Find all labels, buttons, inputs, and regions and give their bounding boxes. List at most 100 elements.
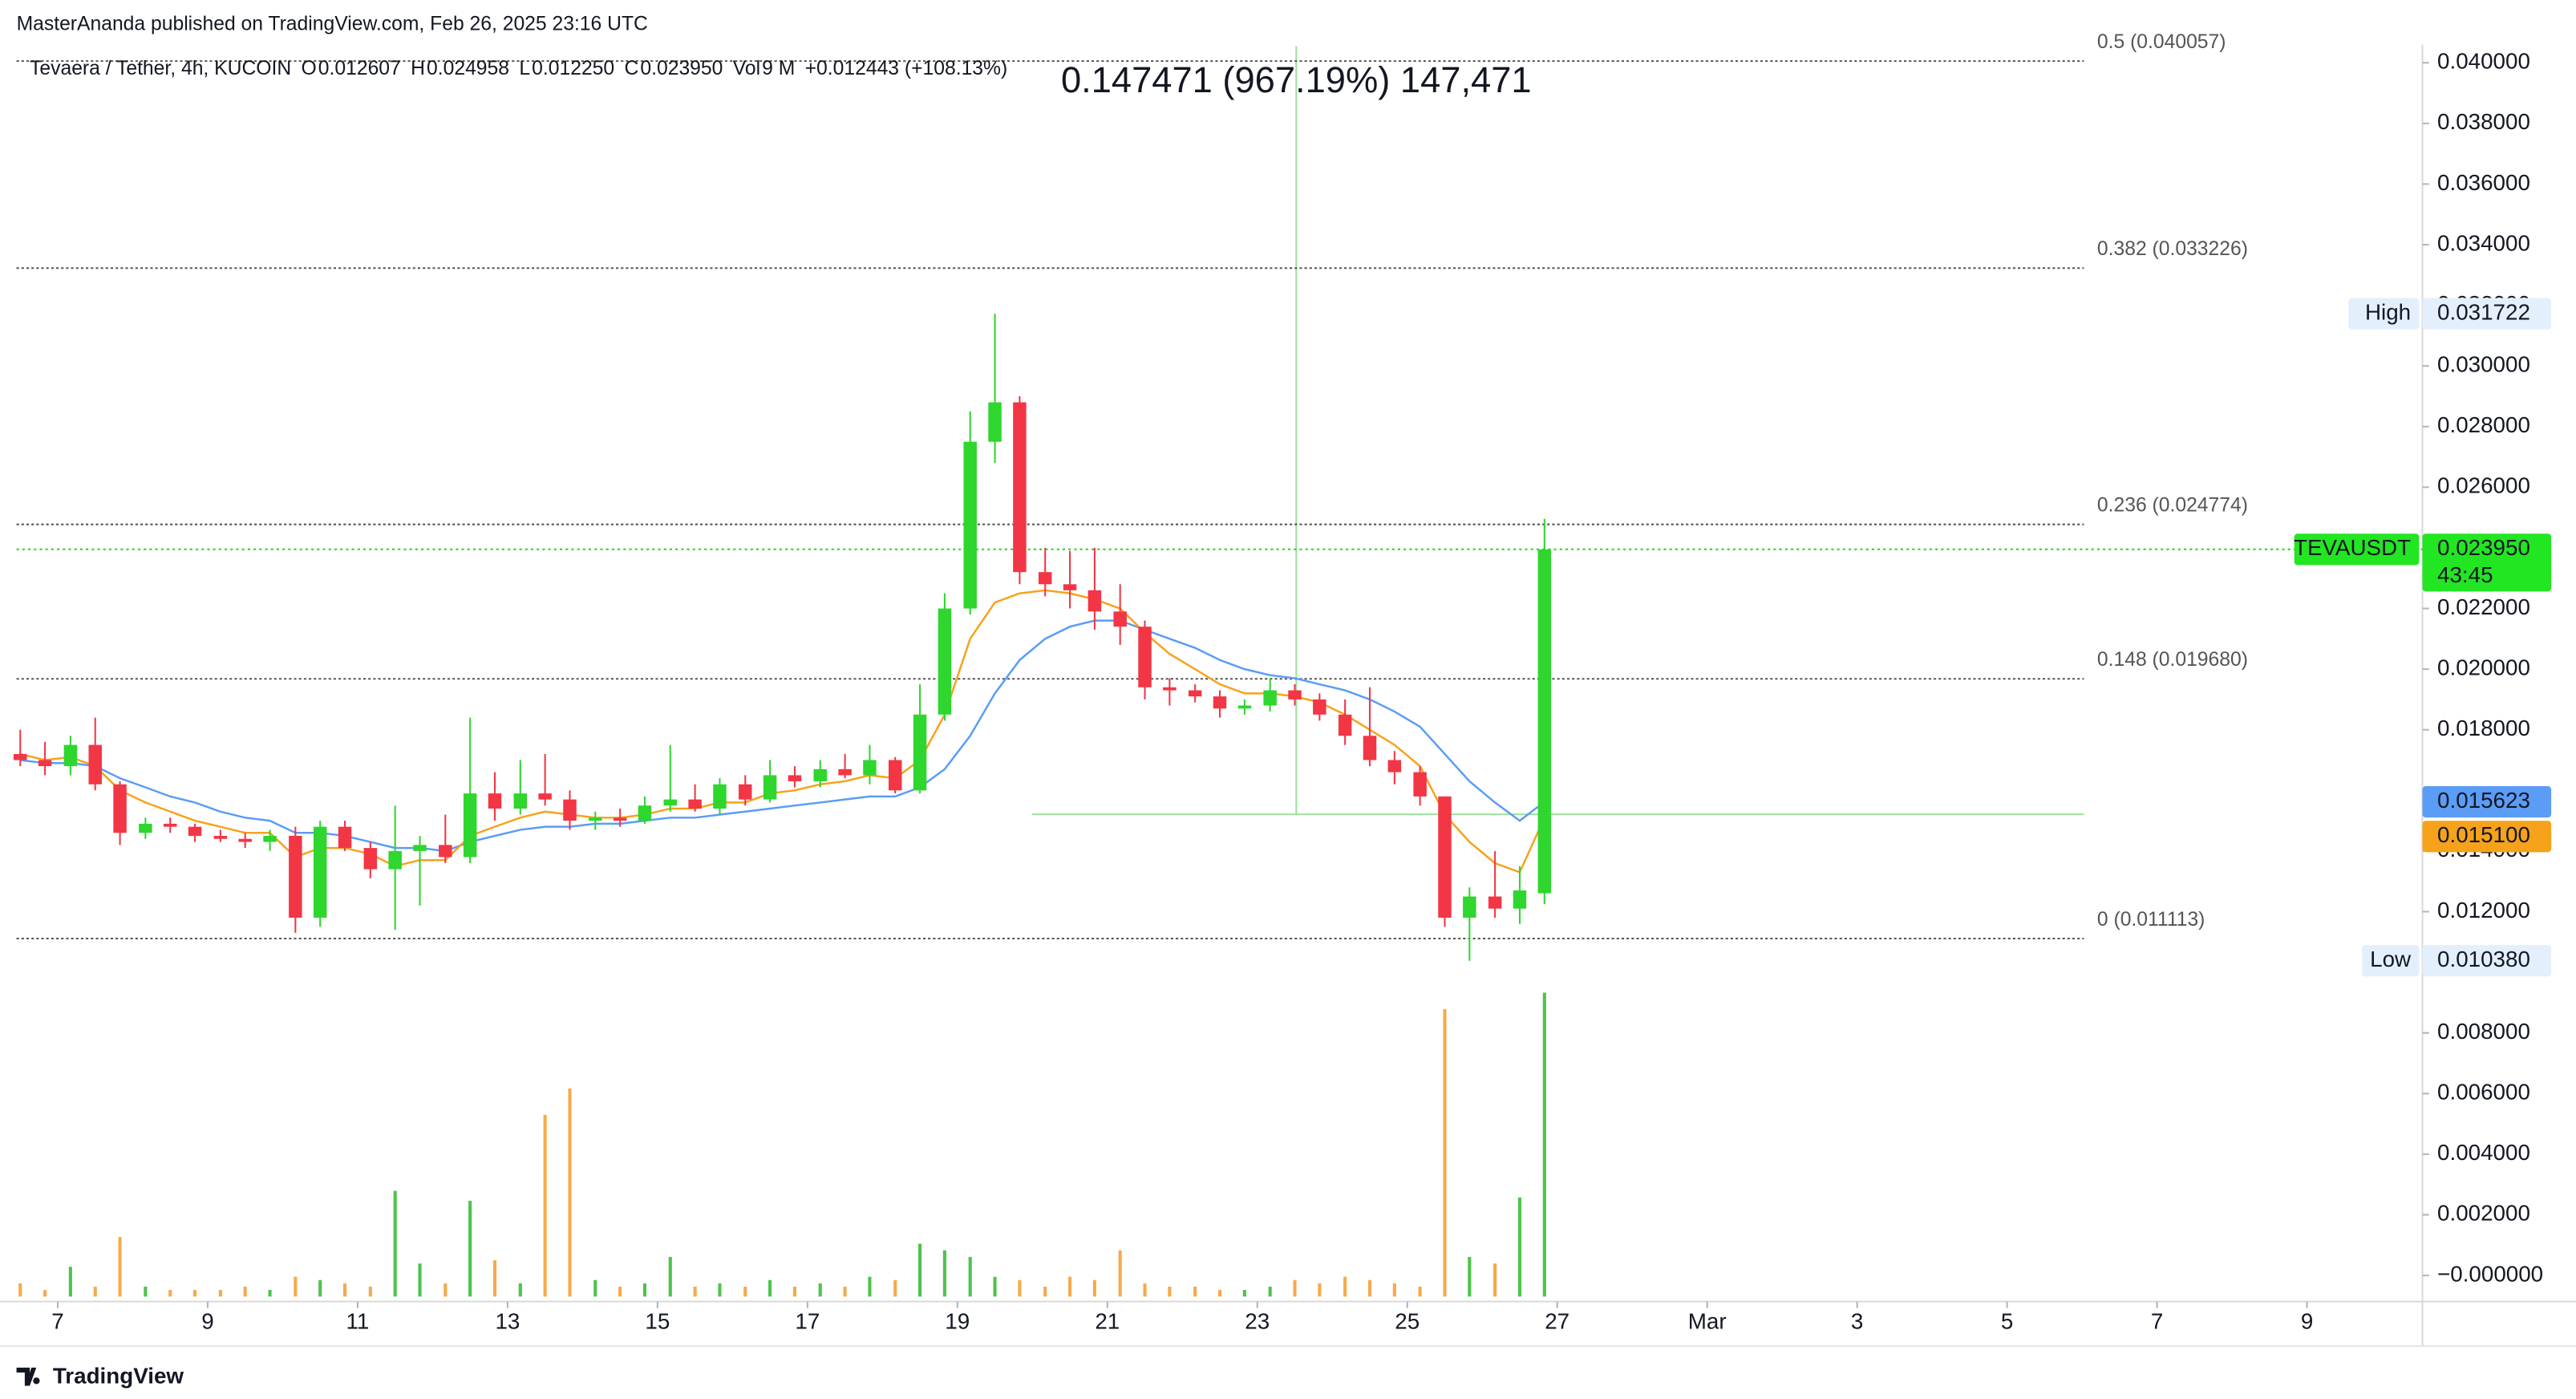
volume-bar — [693, 1286, 697, 1297]
x-tick-label: 19 — [945, 1309, 970, 1334]
candle-body — [1413, 772, 1427, 797]
candle-body — [1237, 705, 1252, 709]
volume-bar — [1392, 1283, 1396, 1297]
candle-body — [363, 848, 378, 870]
y-tick-label: 0.022000 — [2437, 594, 2530, 619]
volume-bar — [1043, 1286, 1047, 1297]
volume-bar — [743, 1286, 747, 1297]
x-tick-label: 3 — [1851, 1309, 1863, 1334]
y-tick-label: 0.034000 — [2437, 230, 2530, 255]
price-tag-value: 0.010380 — [2437, 947, 2530, 971]
volume-bar — [1542, 992, 1546, 1297]
y-tick-label: 0.004000 — [2437, 1140, 2530, 1165]
candle-body — [313, 826, 327, 918]
volume-bar — [1118, 1250, 1122, 1297]
candle-body — [1537, 549, 1552, 894]
candle-body — [513, 793, 528, 809]
moving-average — [20, 619, 1545, 853]
price-tag-value: 0.023950 — [2437, 535, 2530, 560]
price-tag-name-bg — [2362, 945, 2420, 977]
volume-bar — [1193, 1286, 1197, 1297]
candle-body — [238, 838, 252, 842]
candle-body — [688, 799, 702, 809]
legend-value: 0.012250 — [532, 58, 614, 79]
candle-body — [113, 784, 127, 833]
y-tick-label: 0.012000 — [2437, 898, 2530, 923]
candle-body — [1463, 896, 1476, 918]
price-tag — [2422, 533, 2552, 592]
volume-bar — [218, 1290, 222, 1297]
volume-bar — [868, 1276, 872, 1297]
candle-body — [1013, 402, 1027, 573]
candle-body — [788, 775, 802, 781]
candle-body — [38, 760, 52, 767]
legend-key: Vol — [733, 58, 760, 79]
candle-body — [63, 744, 78, 767]
volume-bar — [18, 1283, 22, 1297]
x-tick-label: 9 — [201, 1309, 213, 1334]
x-tick-label: 25 — [1395, 1309, 1420, 1334]
price-tag-name: High — [2365, 299, 2411, 324]
x-tick-label: 7 — [2151, 1309, 2163, 1334]
price-tag-name: Low — [2370, 947, 2412, 971]
candle-body — [589, 817, 602, 821]
candle-body — [638, 805, 652, 821]
legend-key: L — [519, 58, 530, 79]
volume-bar — [468, 1200, 472, 1297]
volume-bar — [1018, 1279, 1022, 1297]
volume-bar — [144, 1286, 148, 1297]
volume-bar — [393, 1190, 397, 1297]
legend-change: +0.012443 (+108.13%) — [805, 58, 1008, 79]
candle-body — [838, 768, 852, 776]
volume-bar — [593, 1279, 597, 1297]
volume-bar — [1168, 1286, 1172, 1297]
y-tick-label: −0.000000 — [2437, 1261, 2543, 1286]
candle-body — [563, 799, 577, 821]
fib-label: 0.148 (0.019680) — [2097, 649, 2248, 671]
volume-bar — [342, 1283, 347, 1297]
candle-body — [488, 793, 502, 809]
candle-body — [1438, 796, 1452, 918]
footer-logo: TradingView — [16, 1364, 184, 1389]
y-tick-label: 0.020000 — [2437, 655, 2530, 679]
y-tick-label: 0.040000 — [2437, 49, 2530, 74]
volume-bar — [568, 1088, 572, 1297]
volume-bar — [618, 1286, 622, 1297]
legend-value: 0.024958 — [427, 58, 509, 79]
candle-body — [863, 760, 877, 776]
volume-bar — [718, 1283, 722, 1297]
volume-bar — [642, 1283, 647, 1297]
y-tick-label: 0.028000 — [2437, 412, 2530, 437]
x-tick-label: 23 — [1245, 1309, 1270, 1334]
candle-body — [388, 850, 402, 870]
volume-bar — [1268, 1286, 1272, 1297]
x-tick-label: 11 — [346, 1309, 370, 1334]
y-tick-label: 0.002000 — [2437, 1201, 2530, 1226]
measure-label: 0.147471 (967.19%) 147,471 — [1061, 59, 1532, 100]
price-tag — [2422, 298, 2552, 330]
fib-label: 0.382 (0.033226) — [2097, 238, 2248, 260]
footer-brand: TradingView — [53, 1364, 184, 1389]
x-tick-label: 7 — [51, 1309, 63, 1334]
price-tag-name: TEVAUSDT — [2294, 535, 2411, 560]
volume-bar — [43, 1290, 47, 1297]
volume-bar — [668, 1256, 672, 1297]
candle-body — [988, 402, 1002, 442]
legend-value: 9 M — [762, 58, 795, 79]
candle-body — [439, 845, 452, 858]
candle-body — [1213, 696, 1227, 709]
volume-bar — [818, 1283, 822, 1297]
x-tick-label: 21 — [1095, 1309, 1120, 1334]
x-tick-label: 27 — [1545, 1309, 1569, 1334]
volume-bar — [768, 1279, 772, 1297]
volume-bar — [1217, 1290, 1222, 1297]
volume-bar — [1517, 1197, 1522, 1297]
y-tick-label: 0.036000 — [2437, 170, 2530, 195]
volume-bar — [368, 1286, 372, 1297]
candle-body — [163, 823, 177, 827]
volume-bar — [543, 1114, 547, 1297]
candle-body — [538, 793, 552, 800]
legend-key: H — [411, 58, 425, 79]
